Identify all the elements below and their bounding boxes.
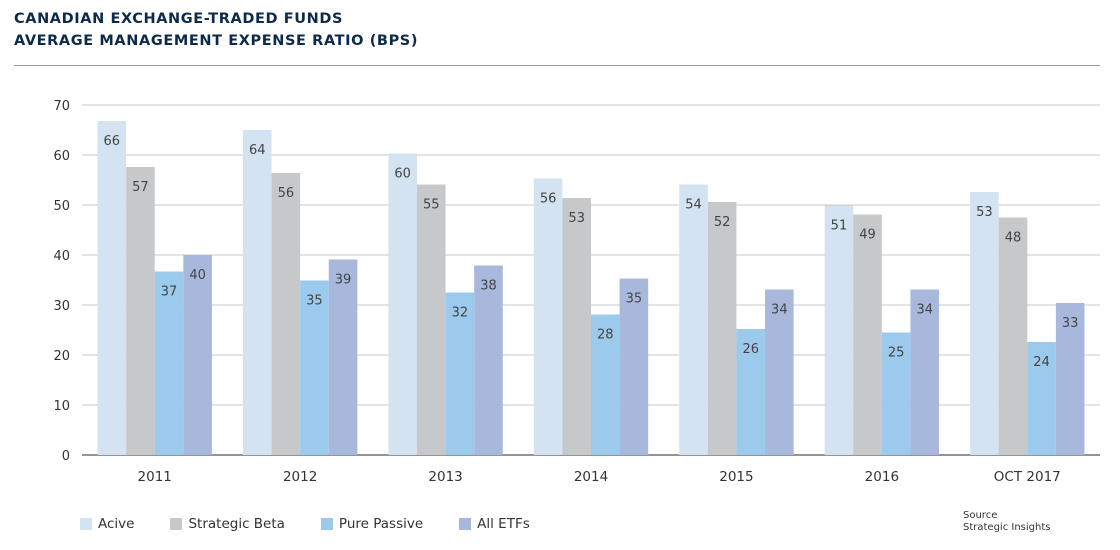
bar-value-label: 24 bbox=[1033, 355, 1050, 370]
bar-value-label: 51 bbox=[831, 219, 848, 234]
y-tick-label: 10 bbox=[53, 399, 70, 414]
title-line-1: CANADIAN EXCHANGE-TRADED FUNDS bbox=[14, 11, 344, 27]
bar-acive-2014 bbox=[533, 178, 563, 455]
bar-strategic-beta-2016 bbox=[853, 214, 882, 455]
bar-value-label: 48 bbox=[1005, 231, 1022, 246]
bar-value-label: 37 bbox=[161, 285, 178, 300]
bar-value-label: 34 bbox=[916, 303, 933, 318]
legend-label: Strategic Beta bbox=[188, 516, 285, 532]
bar-value-label: 56 bbox=[278, 186, 295, 201]
bar-all-etfs-2012 bbox=[328, 259, 358, 455]
legend-item-pure-passive: Pure Passive bbox=[320, 516, 424, 532]
bar-value-label: 25 bbox=[888, 346, 905, 361]
bar-value-label: 64 bbox=[249, 143, 266, 158]
bar-pure-passive-oct-2017 bbox=[1027, 342, 1056, 455]
bar-strategic-beta-2015 bbox=[707, 202, 737, 455]
x-tick-label: 2015 bbox=[719, 469, 753, 485]
bar-all-etfs-2016 bbox=[910, 289, 940, 455]
bar-strategic-beta-2012 bbox=[271, 173, 301, 455]
y-tick-label: 50 bbox=[53, 199, 70, 214]
bar-pure-passive-2012 bbox=[300, 280, 329, 455]
bar-value-label: 55 bbox=[423, 198, 440, 213]
bars bbox=[97, 121, 1085, 455]
legend-item-strategic-beta: Strategic Beta bbox=[170, 516, 285, 532]
bar-acive-2016 bbox=[824, 205, 854, 455]
legend-item-acive: Acive bbox=[80, 516, 134, 532]
bar-acive-oct-2017 bbox=[970, 192, 999, 455]
legend-item-all-etfs: All ETFs bbox=[459, 516, 530, 532]
bar-all-etfs-2015 bbox=[765, 289, 794, 455]
bar-pure-passive-2011 bbox=[154, 271, 184, 455]
bar-value-label: 54 bbox=[685, 198, 702, 213]
bar-strategic-beta-2011 bbox=[126, 167, 155, 455]
y-tick-label: 20 bbox=[53, 349, 70, 364]
bar-all-etfs-oct-2017 bbox=[1055, 303, 1085, 455]
title-line-2: AVERAGE MANAGEMENT EXPENSE RATIO (BPS) bbox=[14, 33, 419, 49]
bar-strategic-beta-2014 bbox=[562, 198, 591, 455]
bar-pure-passive-2013 bbox=[445, 292, 475, 455]
y-tick-label: 60 bbox=[53, 149, 70, 164]
bar-value-label: 33 bbox=[1062, 316, 1079, 331]
bar-strategic-beta-oct-2017 bbox=[998, 217, 1028, 455]
y-tick-label: 30 bbox=[53, 299, 70, 314]
x-tick-label: 2012 bbox=[283, 469, 317, 485]
legend-label: All ETFs bbox=[477, 516, 530, 532]
bar-acive-2015 bbox=[679, 184, 708, 455]
legend-label: Pure Passive bbox=[338, 516, 424, 532]
title-divider bbox=[14, 65, 1100, 66]
bar-value-label: 28 bbox=[597, 328, 614, 343]
bar-value-label: 52 bbox=[714, 215, 731, 230]
bar-pure-passive-2016 bbox=[881, 332, 911, 455]
chart-title: CANADIAN EXCHANGE-TRADED FUNDS AVERAGE M… bbox=[14, 8, 418, 52]
bar-strategic-beta-2013 bbox=[416, 184, 446, 455]
bar-value-label: 35 bbox=[626, 292, 643, 307]
legend-swatch bbox=[80, 518, 92, 530]
legend-swatch bbox=[459, 518, 472, 530]
bar-value-label: 35 bbox=[306, 294, 323, 309]
x-tick-label: 2016 bbox=[865, 469, 899, 485]
x-tick-label: 2011 bbox=[138, 469, 172, 485]
bar-all-etfs-2014 bbox=[619, 278, 649, 455]
bar-value-label: 34 bbox=[771, 303, 788, 318]
x-tick-label: OCT 2017 bbox=[994, 469, 1061, 485]
bar-all-etfs-2011 bbox=[183, 255, 212, 455]
bar-value-label: 26 bbox=[742, 342, 759, 357]
bar-value-label: 32 bbox=[452, 306, 469, 321]
x-tick-label: 2014 bbox=[574, 469, 608, 485]
bar-value-label: 53 bbox=[568, 211, 585, 226]
bar-acive-2013 bbox=[388, 153, 417, 455]
bar-value-label: 38 bbox=[480, 279, 497, 294]
bar-labels: 66 57 37 40 64 56 35 39 60 55 32 38 56 53 28 35 54 52 26 34… bbox=[104, 134, 1079, 370]
bar-acive-2012 bbox=[242, 130, 272, 455]
bar-value-label: 60 bbox=[394, 167, 411, 182]
bar-value-label: 49 bbox=[859, 228, 876, 243]
bar-pure-passive-2014 bbox=[591, 314, 620, 455]
bar-value-label: 40 bbox=[189, 268, 206, 283]
legend-swatch bbox=[170, 518, 183, 530]
source-note: Source Strategic Insights bbox=[963, 510, 1050, 534]
bar-value-label: 53 bbox=[976, 205, 993, 220]
bar-value-label: 66 bbox=[104, 134, 121, 149]
y-tick-label: 40 bbox=[53, 249, 70, 264]
legend-swatch bbox=[320, 518, 333, 530]
source-label: Source bbox=[963, 510, 998, 521]
bar-value-label: 39 bbox=[335, 273, 352, 288]
bar-pure-passive-2015 bbox=[736, 329, 766, 455]
bar-all-etfs-2013 bbox=[474, 265, 503, 455]
source-name: Strategic Insights bbox=[963, 522, 1051, 533]
bar-value-label: 56 bbox=[540, 192, 557, 207]
bar-value-label: 57 bbox=[132, 180, 149, 195]
y-tick-label: 70 bbox=[53, 99, 70, 114]
bar-acive-2011 bbox=[97, 121, 127, 455]
x-tick-label: 2013 bbox=[428, 469, 462, 485]
y-axis-ticks: 0 10 20 30 40 50 60 70 bbox=[53, 99, 70, 464]
y-tick-label: 0 bbox=[62, 449, 70, 464]
legend-label: Acive bbox=[98, 516, 135, 532]
legend: Acive Strategic Beta Pure Passive All ETFs bbox=[80, 516, 566, 532]
x-axis-ticks: 2011 2012 2013 2014 2015 2016 OCT 2017 bbox=[138, 469, 1061, 485]
